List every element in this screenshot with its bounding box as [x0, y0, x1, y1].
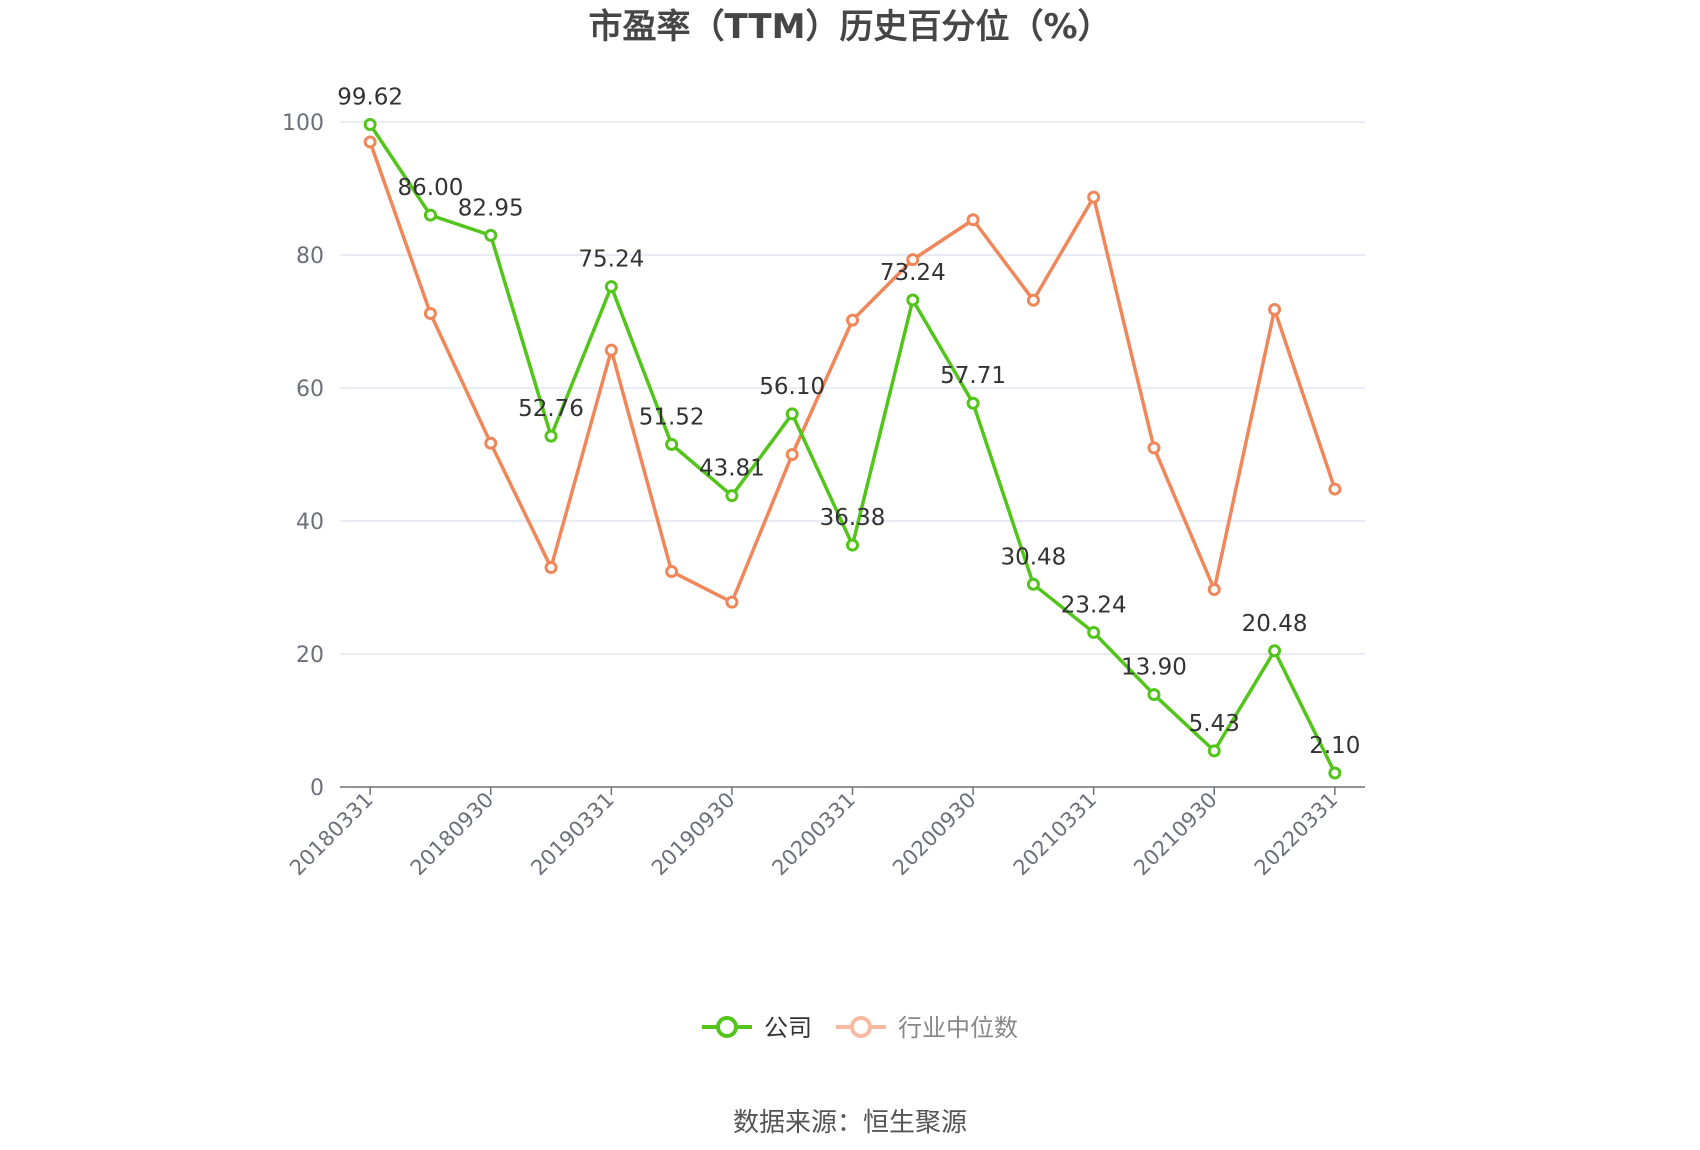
data-label-company: 51.52: [639, 404, 705, 430]
data-label-company: 36.38: [820, 505, 886, 531]
data-point-industry: [484, 436, 498, 450]
data-label-company: 75.24: [578, 247, 644, 273]
data-point-company: [1207, 744, 1221, 758]
data-point-industry: [1087, 190, 1101, 204]
legend-item-company[interactable]: 公司: [702, 1014, 812, 1042]
data-point-industry: [1207, 582, 1221, 596]
data-point-company: [1328, 766, 1342, 780]
legend-label-company: 公司: [764, 1014, 812, 1042]
y-tick-label: 60: [296, 377, 324, 402]
data-source: 数据来源：恒生聚源: [733, 1108, 967, 1138]
data-label-company: 86.00: [398, 175, 464, 201]
data-label-company: 99.62: [337, 85, 403, 111]
legend-marker-company: [716, 1016, 738, 1038]
data-point-industry: [906, 253, 920, 267]
y-axis: 0 20 40 60 80 100: [282, 111, 324, 801]
data-point-company: [1087, 625, 1101, 639]
x-tick-label: 20190331: [526, 788, 619, 881]
x-tick-label: 20190930: [647, 788, 740, 881]
legend: 公司 行业中位数: [702, 1014, 1018, 1042]
data-point-industry: [604, 343, 618, 357]
data-point-industry: [785, 448, 799, 461]
series-line-company: [368, 123, 1337, 774]
x-tick-label: 20210331: [1009, 788, 1102, 881]
data-point-company: [604, 280, 618, 294]
data-label-company: 13.90: [1121, 655, 1187, 681]
data-label-company: 43.81: [699, 456, 765, 482]
x-axis-labels: 20180331 20180930 20190331 20190930 20200331…: [285, 787, 1342, 880]
chart-title: 市盈率（TTM）历史百分位（%）: [588, 7, 1111, 47]
data-point-industry: [725, 595, 739, 609]
x-tick-label: 20210930: [1129, 788, 1222, 881]
data-label-company: 2.10: [1309, 733, 1360, 759]
data-point-company: [906, 293, 920, 307]
x-tick-label: 20200331: [767, 788, 860, 881]
y-tick-label: 0: [310, 776, 324, 801]
legend-label-industry: 行业中位数: [898, 1014, 1018, 1042]
data-label-company: 30.48: [1000, 544, 1066, 570]
legend-item-industry[interactable]: 行业中位数: [836, 1014, 1018, 1042]
x-tick-label: 20180331: [285, 788, 378, 881]
data-label-company: 5.43: [1189, 711, 1240, 737]
data-point-company: [846, 538, 859, 552]
y-tick-label: 100: [282, 111, 324, 136]
series-group: [363, 118, 1342, 780]
data-label-company: 52.76: [518, 396, 584, 422]
x-tick-label: 20200930: [888, 788, 981, 881]
data-point-company: [1147, 688, 1161, 702]
data-point-industry: [1026, 293, 1040, 307]
data-point-company: [665, 437, 679, 451]
data-label-company: 73.24: [880, 260, 946, 286]
data-point-company: [1026, 577, 1040, 591]
data-label-company: 23.24: [1061, 592, 1127, 618]
data-point-company: [785, 407, 799, 421]
x-tick-label: 20220331: [1250, 788, 1343, 881]
data-point-industry: [665, 565, 679, 579]
data-point-industry: [1147, 441, 1161, 455]
y-tick-label: 20: [296, 643, 324, 668]
grid-lines: [340, 121, 1365, 655]
data-label-company: 82.95: [458, 195, 524, 221]
data-label-company: 20.48: [1242, 611, 1308, 637]
data-point-company: [363, 118, 377, 132]
data-point-industry: [544, 561, 558, 575]
data-label-company: 56.10: [759, 374, 825, 400]
legend-marker-industry: [850, 1016, 872, 1038]
data-point-industry: [1268, 303, 1282, 317]
data-point-company: [544, 429, 558, 443]
y-tick-label: 40: [296, 510, 324, 535]
data-label-company: 57.71: [940, 363, 1006, 389]
data-point-industry: [363, 135, 377, 149]
data-point-company: [725, 489, 739, 503]
data-point-industry: [423, 307, 437, 321]
data-point-industry: [1328, 482, 1342, 496]
data-point-company: [423, 208, 437, 222]
data-point-company: [966, 396, 980, 410]
data-point-company: [484, 228, 498, 242]
data-point-industry: [846, 313, 859, 327]
data-point-company: [1268, 644, 1282, 658]
y-tick-label: 80: [296, 244, 324, 269]
data-point-industry: [966, 213, 980, 227]
x-tick-label: 20180930: [406, 788, 499, 881]
